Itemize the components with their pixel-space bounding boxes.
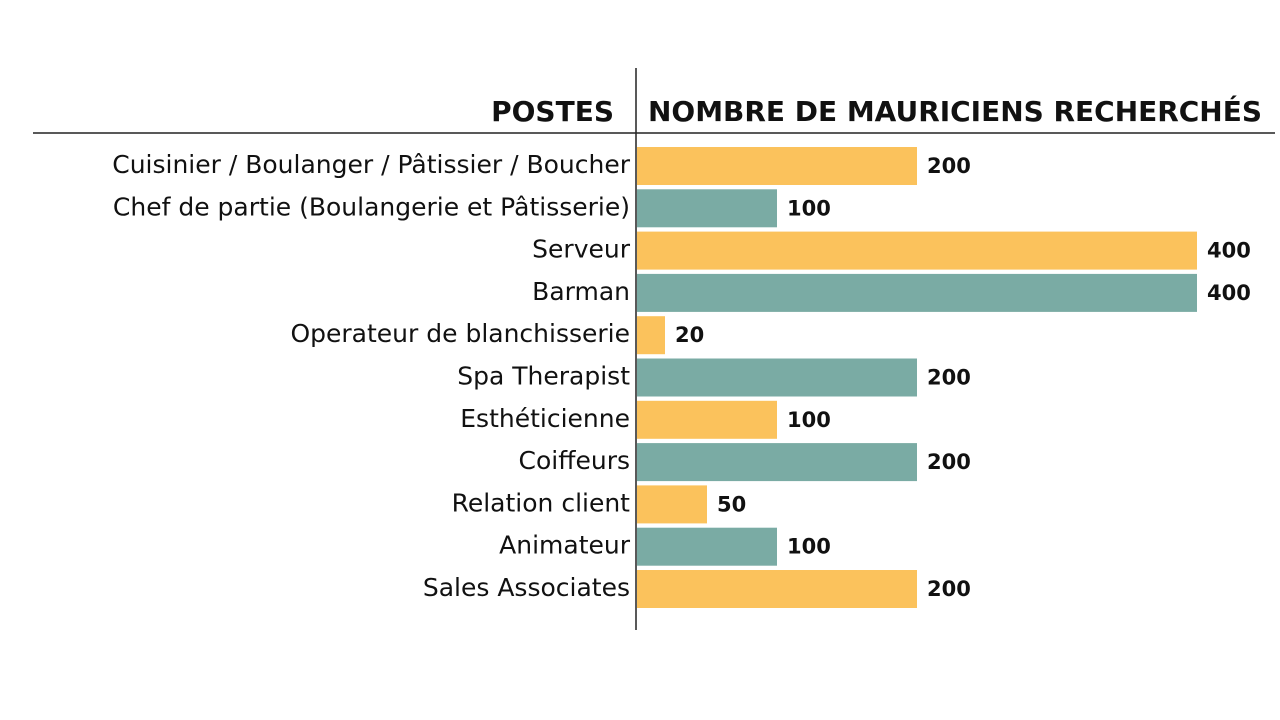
category-label: Esthéticienne xyxy=(460,404,630,433)
category-label: Operateur de blanchisserie xyxy=(290,319,630,348)
bar xyxy=(637,527,777,566)
value-label: 200 xyxy=(927,366,971,390)
value-label: 20 xyxy=(675,323,704,347)
value-label: 400 xyxy=(1207,239,1251,263)
value-label: 100 xyxy=(787,196,831,220)
value-header: NOMBRE DE MAURICIENS RECHERCHÉS xyxy=(648,94,1262,128)
category-label: Chef de partie (Boulangerie et Pâtisseri… xyxy=(113,192,630,221)
category-label: Spa Therapist xyxy=(457,362,630,391)
bar xyxy=(637,273,1197,312)
value-label: 400 xyxy=(1207,281,1251,305)
value-label: 50 xyxy=(717,492,746,516)
value-label: 100 xyxy=(787,408,831,432)
bar xyxy=(637,358,917,397)
bar xyxy=(637,189,777,228)
bar xyxy=(637,147,917,185)
bar xyxy=(637,485,707,524)
bar xyxy=(637,400,777,439)
bar xyxy=(637,443,917,482)
category-label: Relation client xyxy=(452,488,631,517)
category-header: POSTES xyxy=(491,95,614,128)
bar xyxy=(637,231,1197,270)
value-label: 100 xyxy=(787,535,831,559)
value-label: 200 xyxy=(927,450,971,474)
bar xyxy=(637,316,665,355)
bar xyxy=(637,570,917,608)
category-label: Sales Associates xyxy=(423,573,630,602)
category-label: Animateur xyxy=(499,531,631,560)
category-label: Barman xyxy=(532,277,630,306)
category-label: Cuisinier / Boulanger / Pâtissier / Bouc… xyxy=(112,150,630,179)
value-label: 200 xyxy=(927,154,971,178)
category-label: Serveur xyxy=(532,235,631,264)
value-label: 200 xyxy=(927,577,971,601)
category-label: Coiffeurs xyxy=(519,446,630,475)
